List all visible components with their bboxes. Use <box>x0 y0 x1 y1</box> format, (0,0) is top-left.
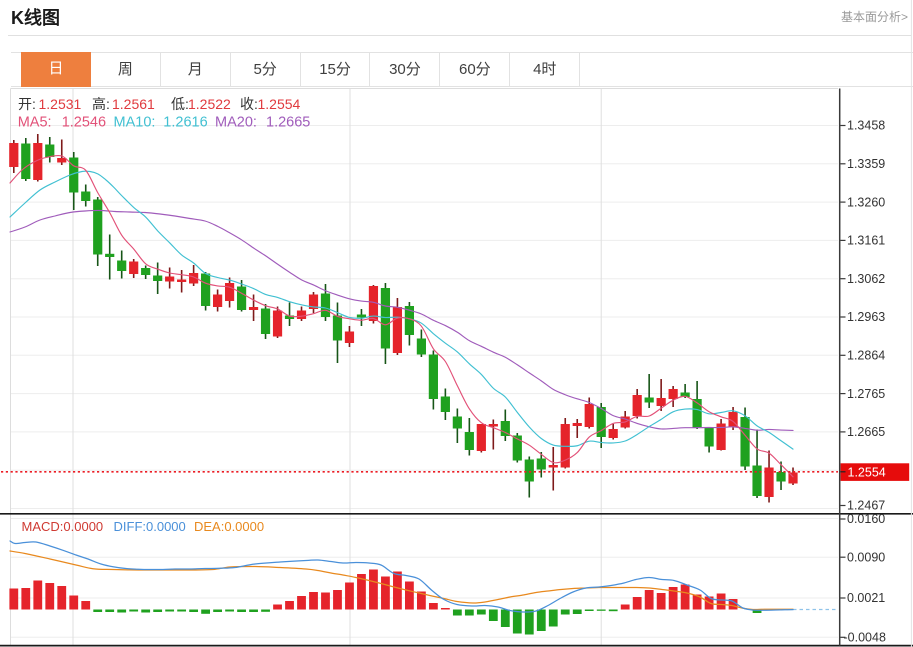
svg-text:1.3161: 1.3161 <box>847 234 885 248</box>
svg-text:开:: 开: <box>18 96 36 112</box>
svg-text:1.2561: 1.2561 <box>112 96 155 112</box>
svg-text:MA20:: MA20: <box>215 115 257 131</box>
svg-text:DIFF:0.0000: DIFF:0.0000 <box>114 519 186 534</box>
svg-text:0.0160: 0.0160 <box>847 512 885 526</box>
svg-text:1.3062: 1.3062 <box>847 272 885 286</box>
svg-text:1.2554: 1.2554 <box>848 466 886 480</box>
svg-text:1.2864: 1.2864 <box>847 349 885 363</box>
svg-text:1.2665: 1.2665 <box>266 115 310 131</box>
svg-text:高:: 高: <box>92 96 110 112</box>
svg-text:DEA:0.0000: DEA:0.0000 <box>194 519 264 534</box>
svg-text:1.2765: 1.2765 <box>847 387 885 401</box>
svg-text:1.3458: 1.3458 <box>847 119 885 133</box>
svg-text:1.2554: 1.2554 <box>258 96 301 112</box>
svg-text:收:: 收: <box>240 96 258 112</box>
svg-text:1.2963: 1.2963 <box>847 310 885 324</box>
svg-text:1.2546: 1.2546 <box>62 115 106 131</box>
svg-text:1.2522: 1.2522 <box>188 96 231 112</box>
svg-text:1.2616: 1.2616 <box>163 115 207 131</box>
svg-text:MA5:: MA5: <box>18 115 52 131</box>
svg-text:-0.0048: -0.0048 <box>844 631 886 645</box>
svg-text:1.2467: 1.2467 <box>847 499 885 513</box>
svg-text:MA10:: MA10: <box>114 115 156 131</box>
svg-text:1.3359: 1.3359 <box>847 157 885 171</box>
svg-text:0.0021: 0.0021 <box>847 591 885 605</box>
svg-text:0.0090: 0.0090 <box>847 550 885 564</box>
svg-text:低:: 低: <box>171 96 189 112</box>
svg-text:MACD:0.0000: MACD:0.0000 <box>22 519 104 534</box>
svg-text:1.3260: 1.3260 <box>847 195 885 209</box>
svg-text:1.2665: 1.2665 <box>847 425 885 439</box>
svg-text:1.2531: 1.2531 <box>39 96 82 112</box>
